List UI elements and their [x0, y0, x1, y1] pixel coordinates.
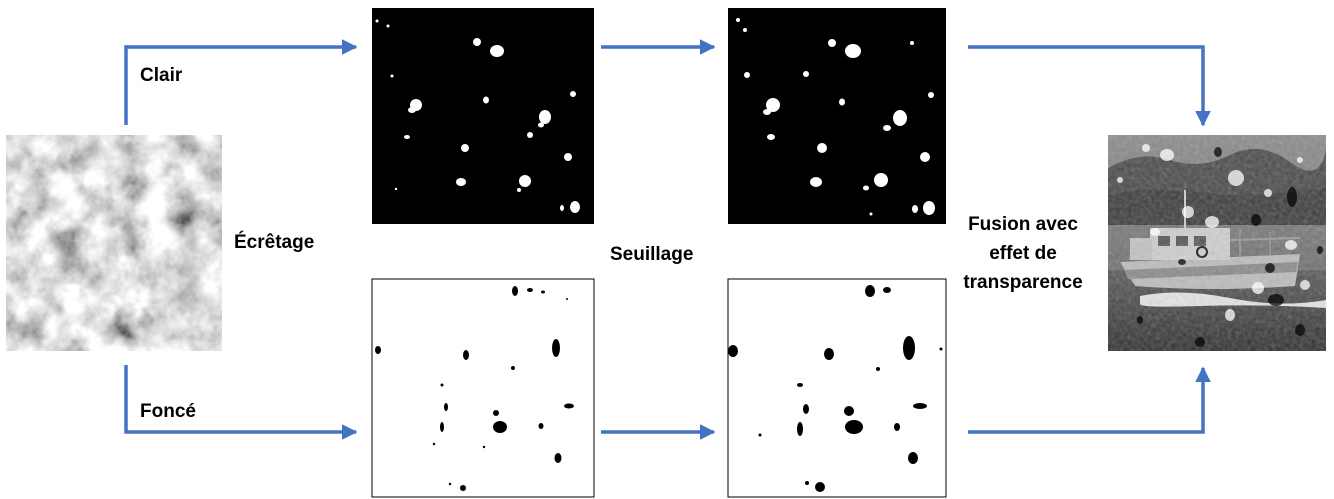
arrow-bottom-to-fusion	[968, 366, 1211, 434]
clair-label: Clair	[140, 65, 183, 86]
fused-photo-image	[1108, 135, 1326, 351]
arrows	[124, 39, 1211, 440]
fonce-threshold-image	[727, 278, 947, 498]
fonce-label: Foncé	[140, 401, 196, 422]
fusion-label-line3: transparence	[963, 272, 1083, 293]
seuillage-label: Seuillage	[610, 244, 694, 265]
fusion-label: Fusion avec effet de transparence	[948, 210, 1098, 297]
fusion-label-line2: effet de	[989, 243, 1057, 264]
arrow-fonce-to-mask	[124, 365, 358, 440]
ecretage-label: Écrêtage	[234, 232, 315, 253]
clair-mask-image	[372, 8, 594, 224]
arrow-top-to-fusion	[968, 45, 1211, 127]
noise-image	[6, 135, 222, 351]
fonce-mask-image	[371, 278, 595, 498]
fusion-label-line1: Fusion avec	[968, 214, 1078, 235]
arrow-clair-to-mask	[124, 39, 358, 125]
clair-threshold-image	[728, 8, 946, 224]
